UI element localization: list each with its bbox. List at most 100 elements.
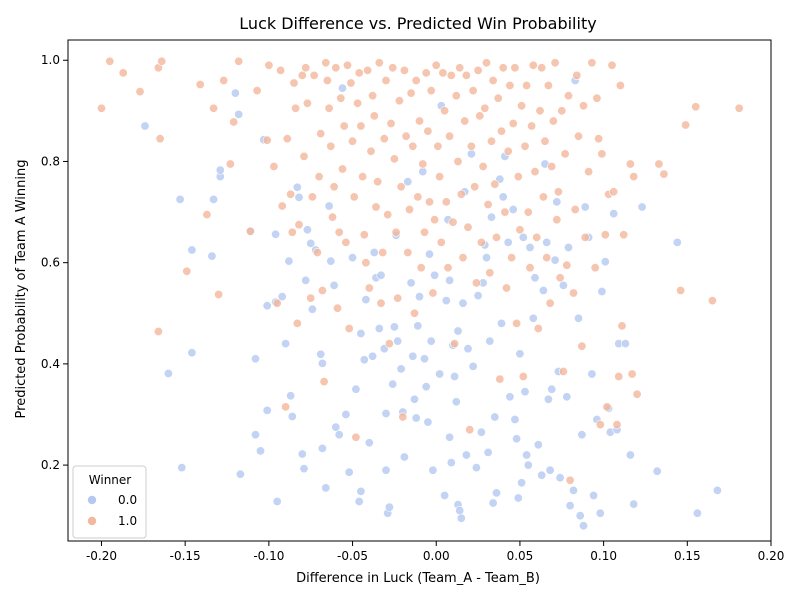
data-point-winner-0.0-182 [692, 508, 702, 518]
data-point-winner-1.0-23 [276, 65, 286, 75]
data-point-winner-0.0-63 [381, 408, 391, 418]
data-point-winner-0.0-109 [468, 361, 478, 371]
data-point-winner-0.0-117 [485, 336, 495, 346]
data-point-winner-1.0-190 [563, 91, 573, 101]
data-point-winner-0.0-57 [368, 351, 378, 361]
data-point-winner-1.0-223 [681, 120, 691, 130]
data-point-winner-1.0-142 [483, 200, 493, 210]
data-point-winner-1.0-19 [262, 135, 272, 145]
x-tick-label: 0.10 [590, 549, 617, 563]
data-point-winner-0.0-15 [251, 430, 261, 440]
data-point-winner-1.0-29 [289, 78, 299, 88]
data-point-winner-1.0-203 [594, 134, 604, 144]
data-point-winner-1.0-197 [578, 101, 588, 111]
data-point-winner-0.0-52 [356, 486, 366, 496]
data-point-winner-1.0-173 [535, 106, 545, 116]
data-point-winner-1.0-177 [542, 253, 552, 263]
data-point-winner-1.0-169 [528, 60, 538, 70]
data-point-winner-0.0-89 [435, 369, 445, 379]
data-point-winner-1.0-186 [557, 106, 567, 116]
data-point-winner-1.0-58 [342, 60, 352, 70]
data-point-winner-1.0-46 [322, 76, 332, 86]
data-point-winner-1.0-93 [401, 131, 411, 141]
data-point-winner-0.0-28 [292, 182, 302, 192]
data-point-winner-0.0-100 [453, 326, 463, 336]
data-point-winner-1.0-33 [297, 70, 307, 80]
data-point-winner-1.0-55 [337, 164, 347, 174]
data-point-winner-1.0-21 [269, 162, 279, 172]
data-point-winner-1.0-117 [441, 197, 451, 207]
data-point-winner-0.0-169 [597, 286, 607, 296]
data-point-winner-0.0-150 [552, 197, 562, 207]
data-point-winner-0.0-135 [520, 387, 530, 397]
data-point-winner-0.0-106 [461, 450, 471, 460]
data-point-winner-1.0-158 [510, 63, 520, 73]
data-point-winner-0.0-155 [563, 243, 573, 253]
data-point-winner-1.0-10 [202, 210, 212, 220]
data-point-winner-1.0-128 [460, 116, 470, 126]
data-point-winner-1.0-0 [97, 103, 107, 113]
data-point-winner-1.0-90 [396, 182, 406, 192]
data-point-winner-0.0-110 [471, 463, 481, 473]
plot-frame [67, 39, 772, 542]
data-point-winner-1.0-32 [294, 220, 304, 230]
data-point-winner-1.0-113 [435, 172, 445, 182]
data-point-winner-1.0-118 [443, 263, 453, 273]
data-point-winner-1.0-162 [517, 101, 527, 111]
data-point-winner-0.0-118 [486, 212, 496, 222]
data-point-winner-1.0-68 [359, 230, 369, 240]
data-point-winner-1.0-11 [209, 103, 219, 113]
data-point-winner-1.0-53 [334, 227, 344, 237]
data-point-winner-1.0-154 [503, 146, 513, 156]
data-point-winner-1.0-129 [461, 70, 471, 80]
data-point-winner-1.0-187 [558, 366, 568, 376]
data-point-winner-1.0-84 [386, 119, 396, 129]
data-point-winner-1.0-196 [577, 341, 587, 351]
data-point-winner-1.0-152 [500, 207, 510, 217]
data-point-winner-1.0-97 [408, 141, 418, 151]
data-point-winner-1.0-116 [440, 106, 450, 116]
data-point-winner-0.0-156 [565, 501, 575, 511]
data-point-winner-1.0-194 [572, 70, 582, 80]
data-point-winner-0.0-74 [403, 177, 413, 187]
data-point-winner-1.0-41 [314, 172, 324, 182]
data-point-winner-1.0-124 [453, 157, 463, 167]
data-point-winner-0.0-47 [341, 409, 351, 419]
data-point-winner-1.0-155 [505, 81, 515, 91]
data-point-winner-1.0-92 [399, 65, 409, 75]
legend-title: Winner [89, 473, 132, 487]
plot-area: -0.20 -0.15 -0.10 -0.05 0.00 0.05 0.10 0.15 0.20… [41, 39, 784, 563]
data-point-winner-0.0-159 [573, 313, 583, 323]
data-point-winner-0.0-177 [625, 450, 635, 460]
data-point-winner-1.0-122 [450, 339, 460, 349]
data-point-winner-0.0-4 [163, 368, 173, 378]
data-point-winner-1.0-65 [354, 68, 364, 78]
data-point-winner-1.0-72 [366, 146, 376, 156]
y-axis-label: Predicted Probability of Team A Winning [14, 160, 29, 419]
data-point-winner-1.0-207 [602, 402, 612, 412]
data-point-winner-0.0-58 [369, 248, 379, 258]
data-point-winner-0.0-41 [324, 201, 334, 211]
data-point-winner-0.0-2 [187, 245, 197, 255]
data-point-winner-1.0-131 [465, 425, 475, 435]
x-tick-label: -0.20 [86, 549, 117, 563]
data-point-winner-1.0-9 [195, 80, 205, 90]
data-point-winner-0.0-130 [512, 434, 522, 444]
data-point-winner-0.0-37 [316, 349, 326, 359]
data-point-winner-0.0-161 [577, 430, 587, 440]
data-point-winner-1.0-27 [286, 189, 296, 199]
data-point-winner-1.0-69 [361, 258, 371, 268]
data-point-winner-1.0-60 [346, 78, 356, 88]
data-point-winner-0.0-0 [140, 121, 150, 131]
data-point-winner-1.0-156 [507, 253, 517, 263]
data-point-winner-1.0-111 [431, 60, 441, 70]
data-point-winner-0.0-98 [450, 371, 460, 381]
y-tick-label: 0.8 [41, 154, 60, 168]
data-point-winner-1.0-165 [522, 81, 532, 91]
data-point-winner-0.0-23 [277, 292, 287, 302]
data-point-winner-1.0-201 [590, 263, 600, 273]
data-point-winner-0.0-102 [455, 506, 465, 516]
x-tick-label: -0.05 [337, 549, 368, 563]
data-point-winner-1.0-13 [219, 76, 229, 86]
